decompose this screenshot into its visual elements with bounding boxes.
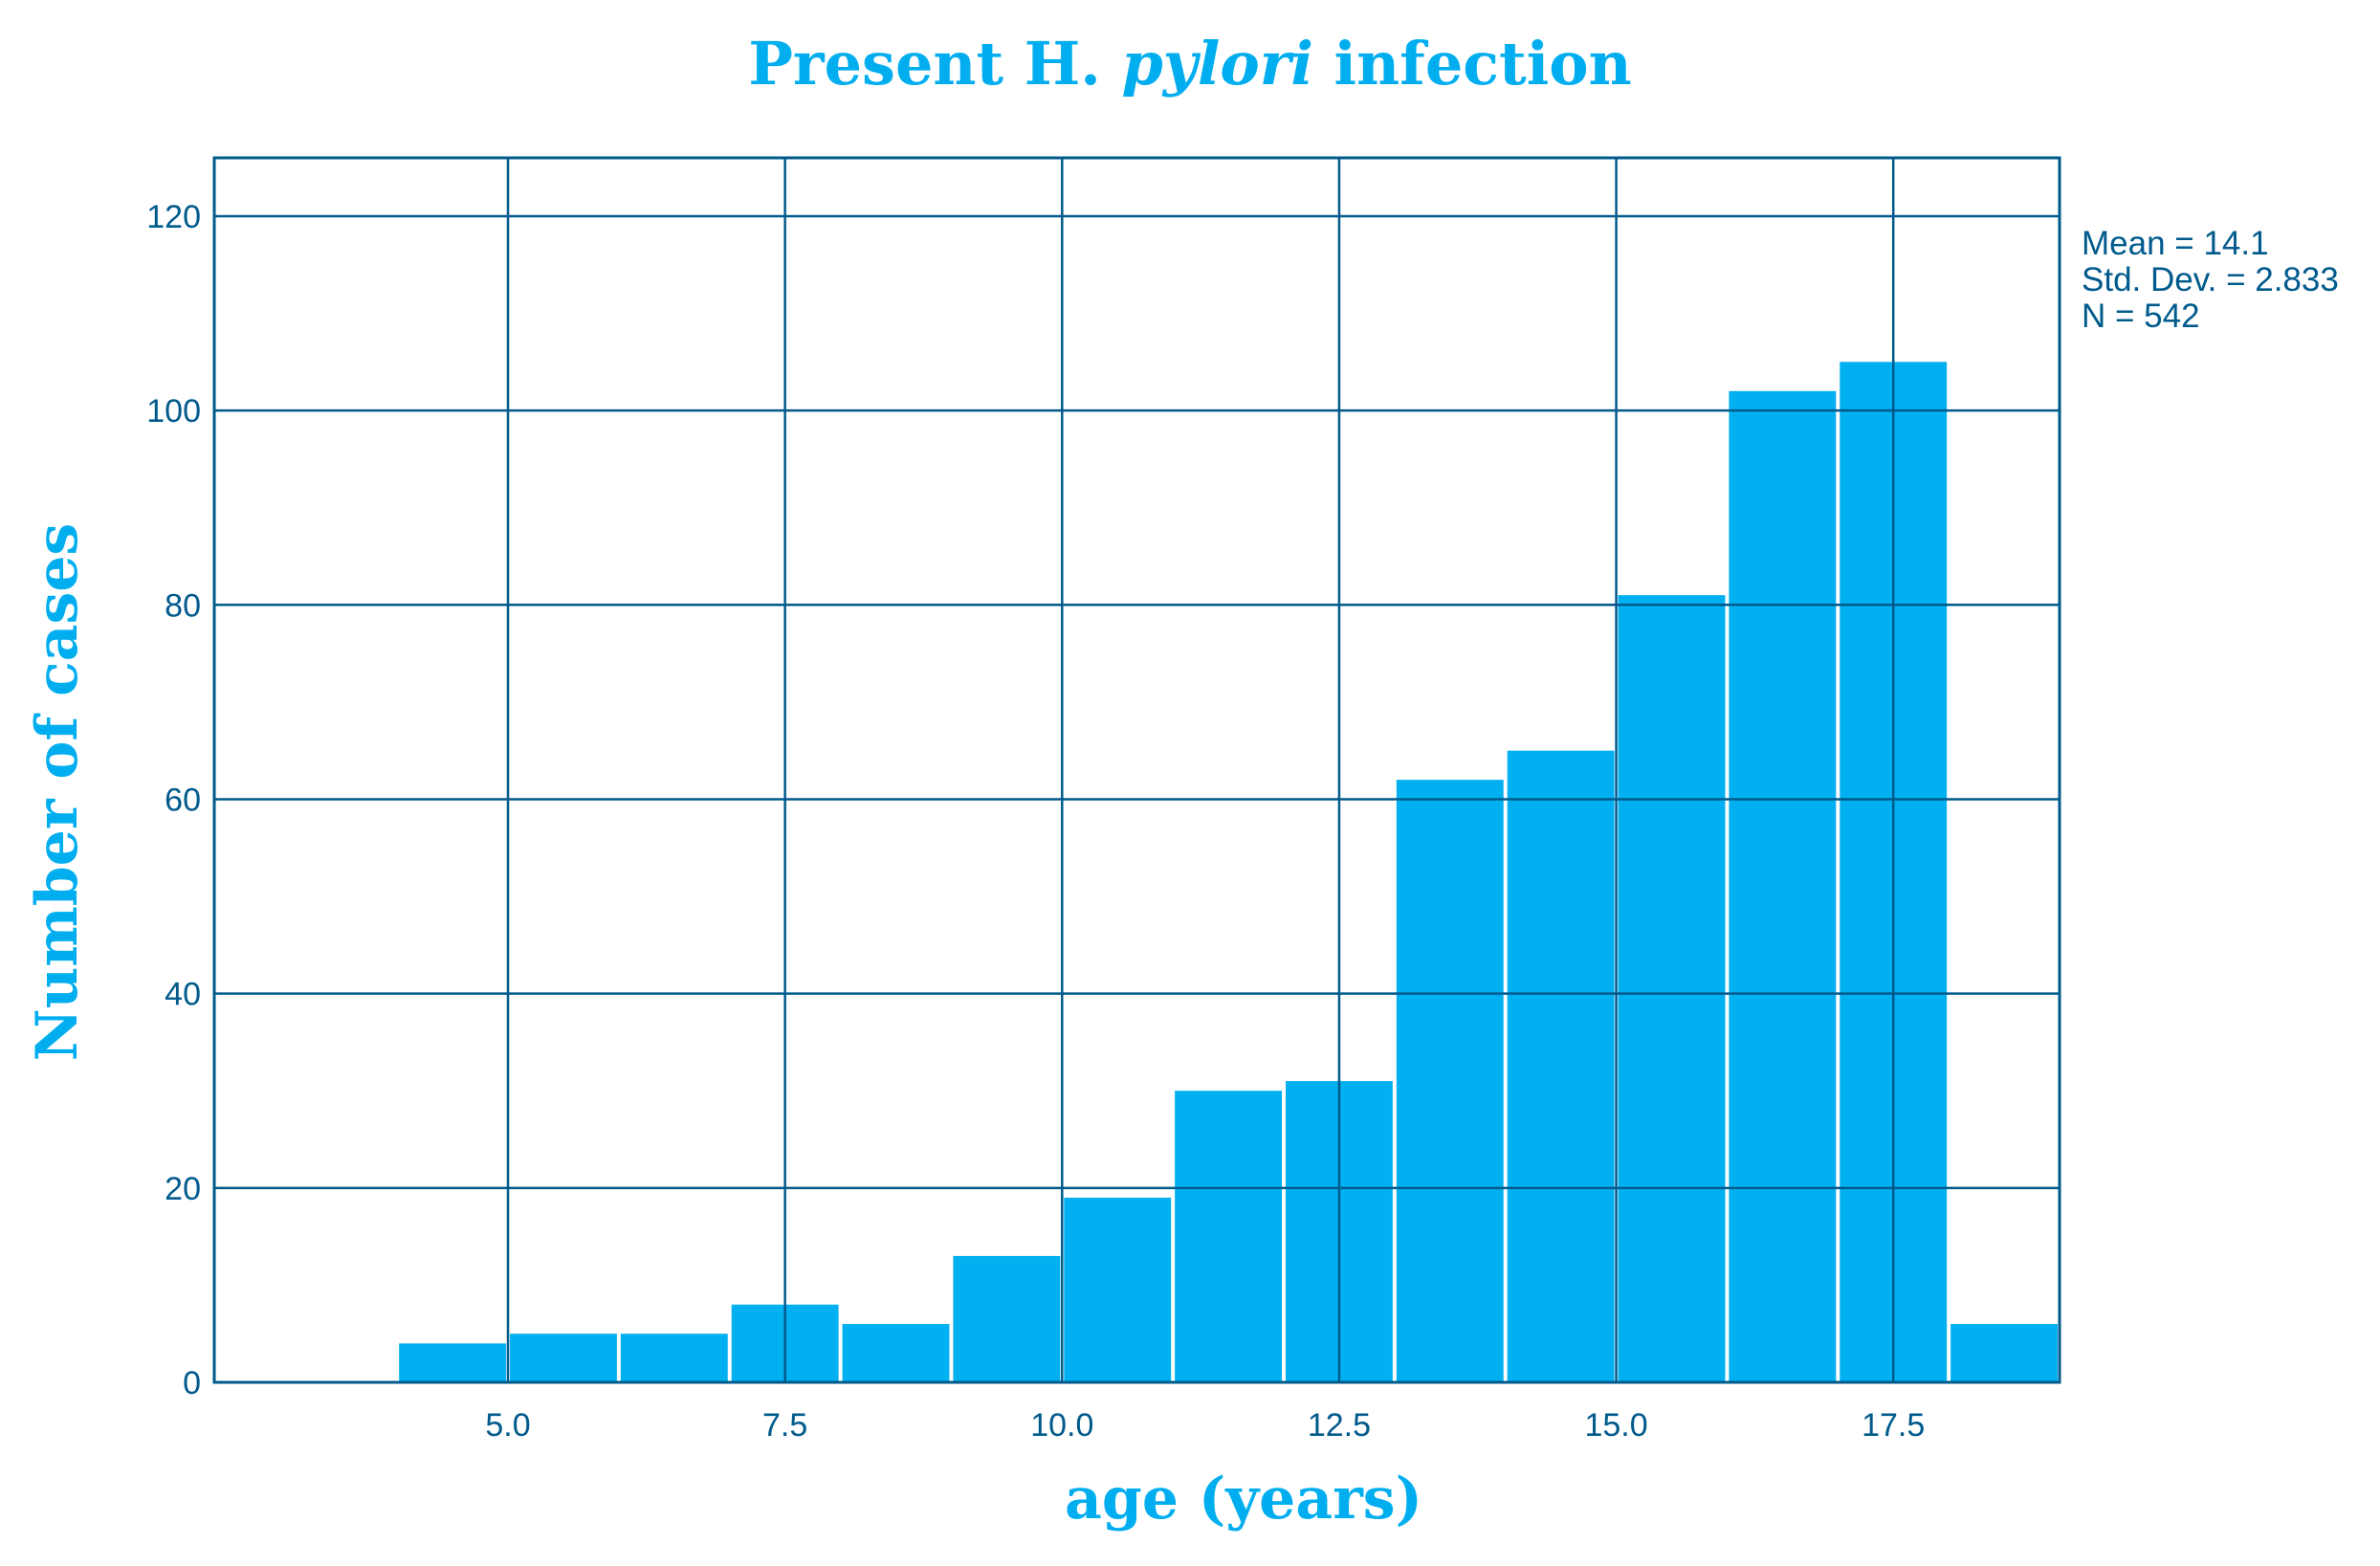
y-tick-label-4: 80 (165, 587, 201, 624)
y-tick-label-0: 0 (183, 1365, 201, 1401)
x-tick-label-0: 5.0 (485, 1407, 530, 1444)
histogram-bar-9 (1396, 780, 1504, 1382)
histogram-bar-0 (399, 1343, 507, 1382)
x-tick-label-4: 15.0 (1584, 1407, 1647, 1444)
histogram-bar-4 (842, 1324, 950, 1382)
histogram-bar-5 (953, 1255, 1061, 1382)
stats-legend: Mean = 14.1 Std. Dev. = 2.833 N = 542 (2082, 226, 2339, 335)
x-tick-label-5: 17.5 (1862, 1407, 1925, 1444)
y-tick-label-3: 60 (165, 782, 201, 818)
y-tick-label-1: 20 (165, 1171, 201, 1207)
histogram-bar-10 (1507, 750, 1615, 1382)
histogram-bar-14 (1950, 1324, 2058, 1382)
histogram-bar-2 (620, 1334, 728, 1382)
histogram-bar-11 (1618, 595, 1726, 1382)
histogram-bar-7 (1175, 1091, 1283, 1382)
histogram-bar-6 (1064, 1197, 1172, 1382)
histogram-bar-1 (510, 1334, 617, 1382)
x-tick-label-1: 7.5 (762, 1407, 807, 1444)
y-tick-label-2: 40 (165, 977, 201, 1013)
x-tick-label-3: 12.5 (1308, 1407, 1371, 1444)
chart-title: Present H. pylori infection (748, 29, 1632, 99)
y-tick-label-5: 100 (146, 393, 201, 430)
y-tick-label-6: 120 (146, 199, 201, 235)
stats-std-dev: Std. Dev. = 2.833 (2082, 261, 2339, 298)
x-axis-title: age (years) (1065, 1466, 1422, 1533)
histogram-bar-12 (1729, 390, 1837, 1382)
stats-mean: Mean = 14.1 (2082, 225, 2269, 262)
x-tick-label-2: 10.0 (1030, 1407, 1093, 1444)
stats-n: N = 542 (2082, 298, 2200, 335)
plot-frame (212, 156, 2061, 1384)
